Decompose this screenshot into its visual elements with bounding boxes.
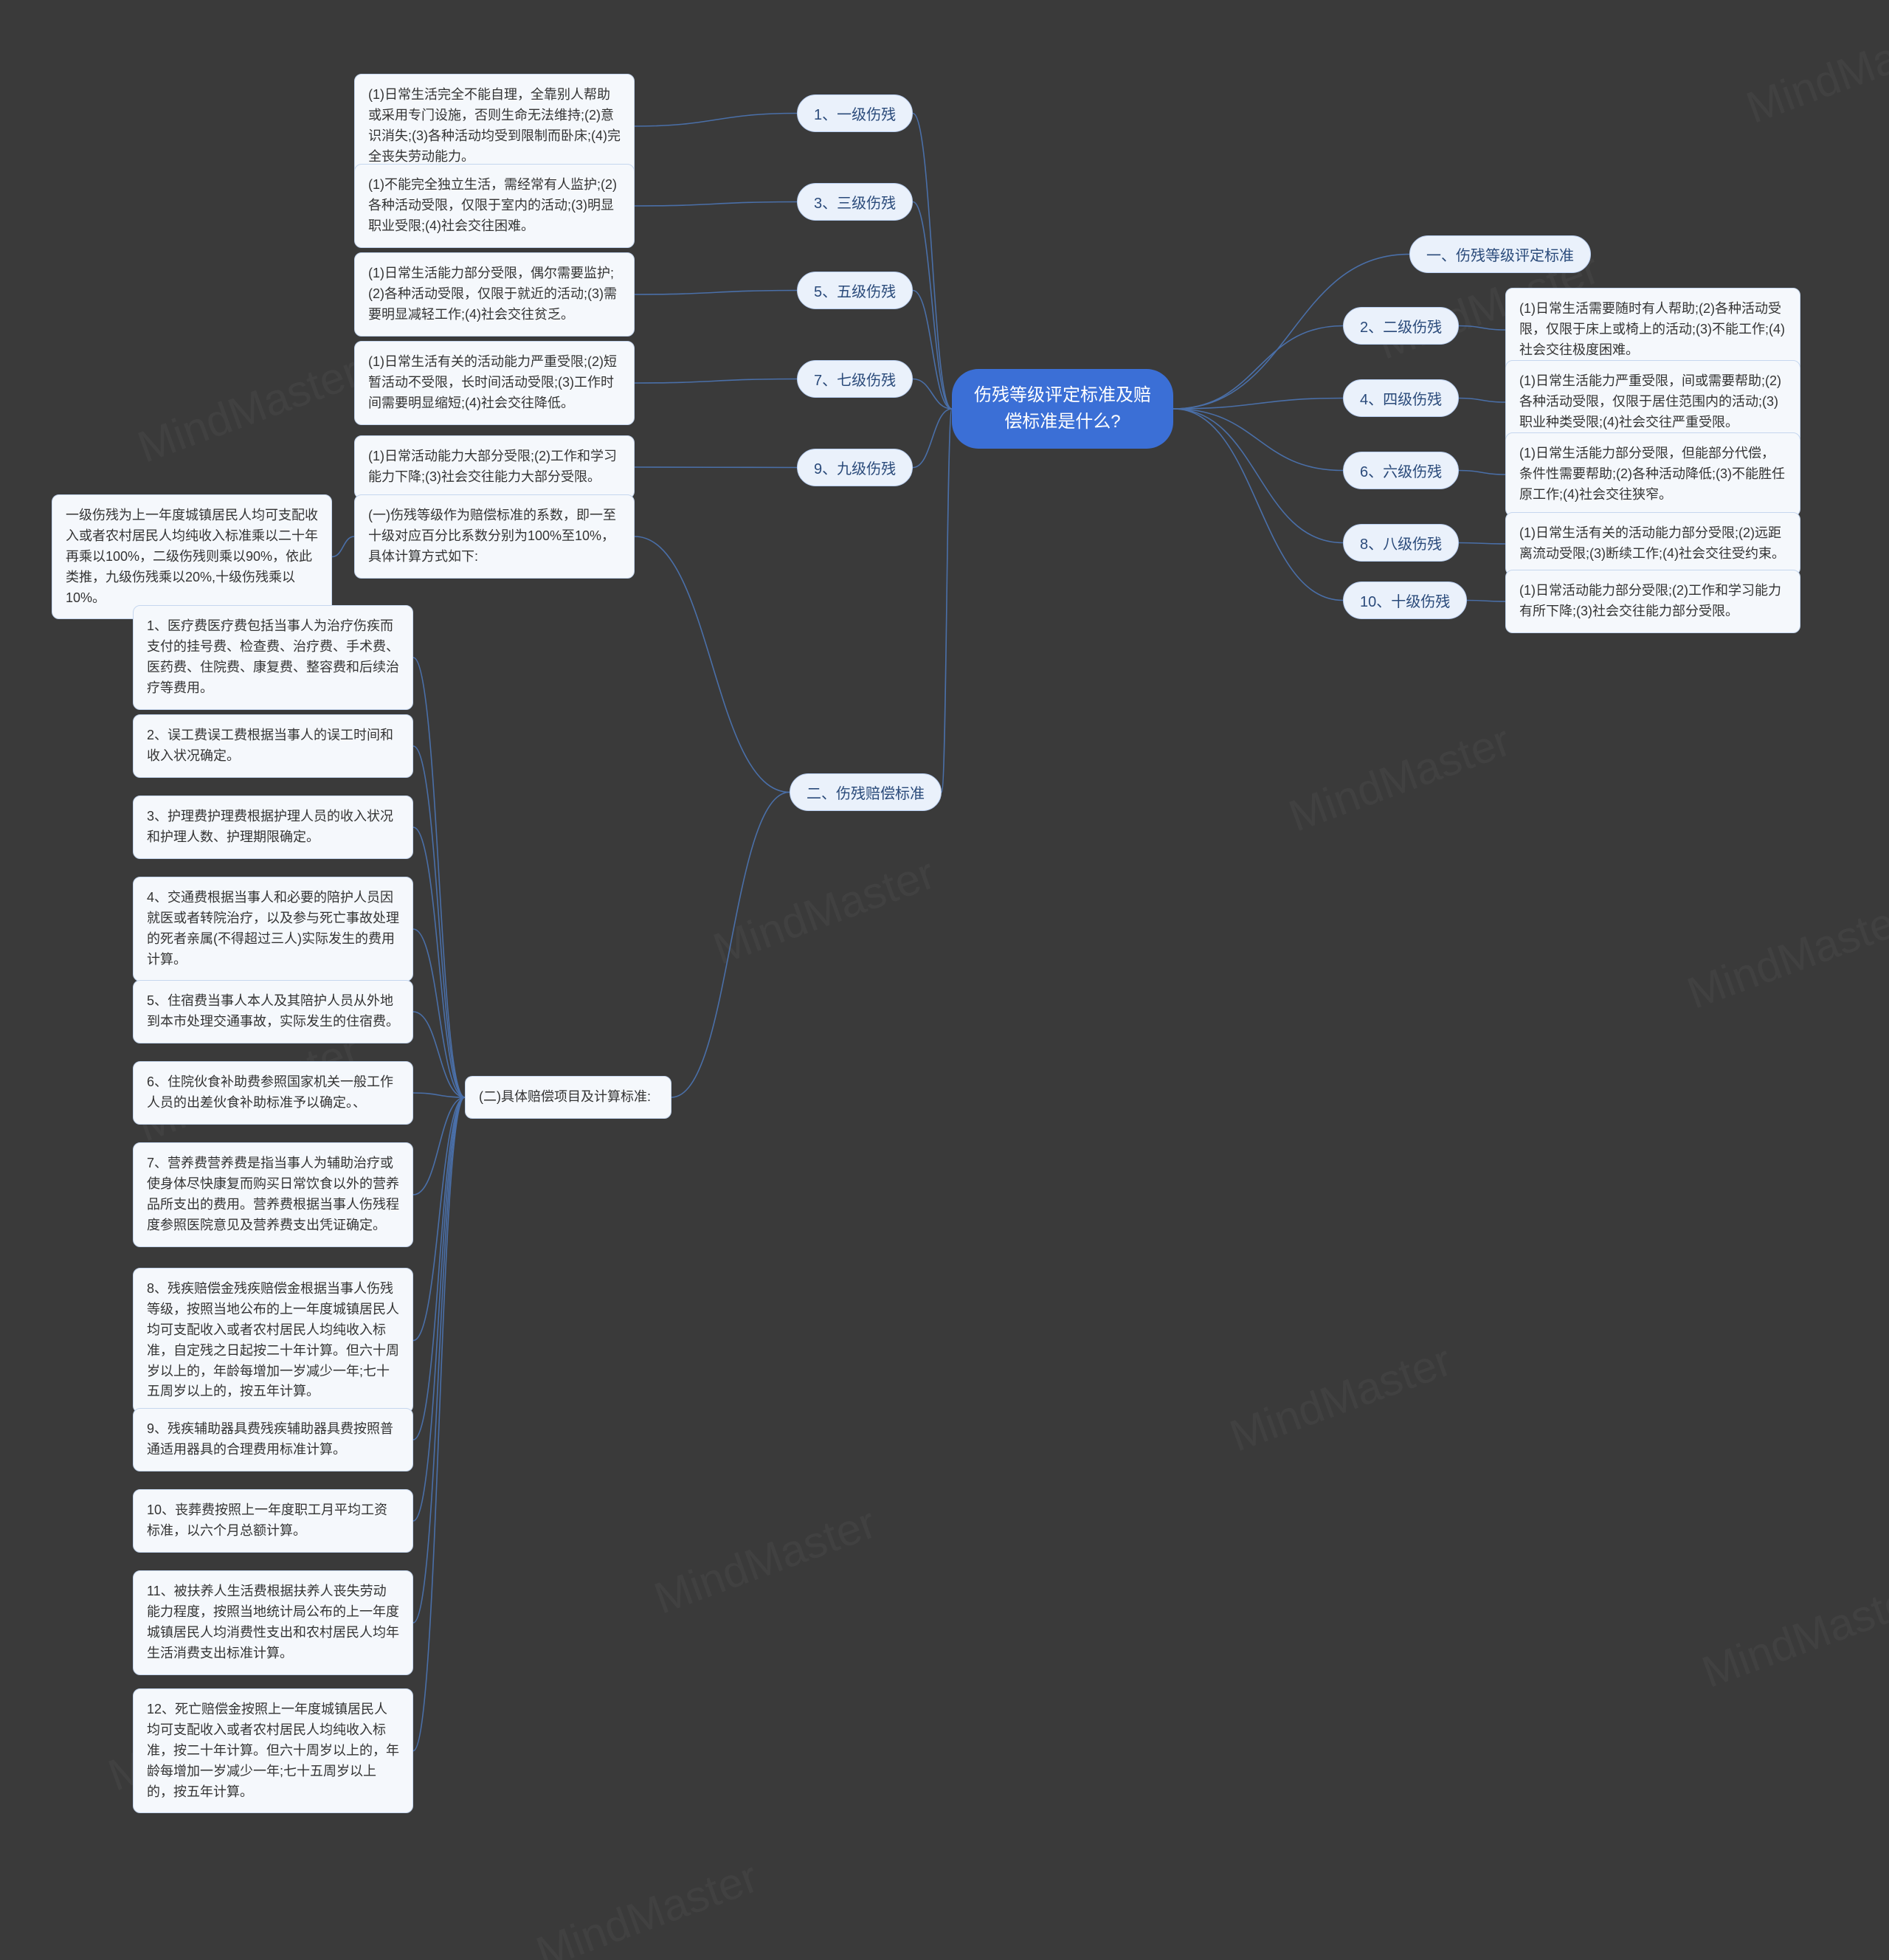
left-level-0: 1、一级伤残 <box>797 94 913 132</box>
edge <box>332 536 354 557</box>
edge <box>1459 398 1505 403</box>
watermark: MindMaster <box>1681 891 1889 1018</box>
edge <box>1467 601 1505 602</box>
left-level-desc-0: (1)日常生活完全不能自理，全靠别人帮助或采用专门设施，否则生命无法维持;(2)… <box>354 74 635 179</box>
left-level-3: 7、七级伤残 <box>797 360 913 398</box>
edge <box>1173 409 1343 543</box>
edge <box>413 1093 465 1097</box>
right-level-desc-2: (1)日常生活能力部分受限，但能部分代偿，条件性需要帮助;(2)各种活动降低;(… <box>1505 432 1800 517</box>
edge <box>635 114 797 127</box>
edge <box>413 1097 465 1751</box>
edge <box>635 536 790 793</box>
compensation-item-0: 1、医疗费医疗费包括当事人为治疗伤疾而支付的挂号费、检查费、治疗费、手术费、医药… <box>133 605 413 710</box>
right-level-1: 4、四级伤残 <box>1343 379 1459 417</box>
left-level-2: 5、五级伤残 <box>797 272 913 309</box>
compensation-item-2: 3、护理费护理费根据护理人员的收入状况和护理人数、护理期限确定。 <box>133 796 413 859</box>
watermark: MindMaster <box>707 847 942 974</box>
edge <box>413 1097 465 1195</box>
left-level-desc-3: (1)日常生活有关的活动能力严重受限;(2)短暂活动不受限，长时间活动受限;(3… <box>354 341 635 425</box>
edge <box>413 1012 465 1097</box>
edge <box>413 658 465 1097</box>
edge <box>635 202 797 207</box>
sub1-desc: 一级伤残为上一年度城镇居民人均可支配收入或者农村居民人均纯收入标准乘以二十年再乘… <box>52 494 332 619</box>
watermark: MindMaster <box>1696 1570 1889 1697</box>
edge <box>913 202 952 410</box>
edge <box>413 746 465 1097</box>
sub2-box: (二)具体赔偿项目及计算标准: <box>465 1076 671 1119</box>
compensation-item-5: 6、住院伙食补助费参照国家机关一般工作人员的出差伙食补助标准予以确定。、 <box>133 1061 413 1125</box>
compensation-item-1: 2、误工费误工费根据当事人的误工时间和收入状况确定。 <box>133 714 413 778</box>
left-level-desc-1: (1)不能完全独立生活，需经常有人监护;(2)各种活动受限，仅限于室内的活动;(… <box>354 164 635 248</box>
edge <box>671 793 790 1098</box>
edge <box>413 1097 465 1521</box>
left-level-4: 9、九级伤残 <box>797 449 913 486</box>
right-level-0: 2、二级伤残 <box>1343 307 1459 345</box>
compensation-item-3: 4、交通费根据当事人和必要的陪护人员因就医或者转院治疗，以及参与死亡事故处理的死… <box>133 877 413 981</box>
right-level-desc-3: (1)日常生活有关的活动能力部分受限;(2)远距离流动受限;(3)断续工作;(4… <box>1505 512 1800 576</box>
right-level-3: 8、八级伤残 <box>1343 524 1459 562</box>
edge <box>913 291 952 410</box>
edge <box>942 409 952 793</box>
edge <box>1173 326 1343 410</box>
edge <box>1459 543 1505 545</box>
watermark: MindMaster <box>648 1497 883 1623</box>
center-node: 伤残等级评定标准及赔偿标准是什么? <box>952 369 1173 449</box>
compensation-item-8: 9、残疾辅助器具费残疾辅助器具费按照普通适用器具的合理费用标准计算。 <box>133 1408 413 1471</box>
edge <box>635 291 797 295</box>
edge <box>913 114 952 410</box>
section-2-title: 二、伤残赔偿标准 <box>790 773 942 811</box>
watermark: MindMaster <box>1282 714 1517 841</box>
compensation-item-6: 7、营养费营养费是指当事人为辅助治疗或使身体尽快康复而购买日常饮食以外的营养品所… <box>133 1142 413 1247</box>
edge <box>635 379 797 384</box>
left-level-desc-2: (1)日常生活能力部分受限，偶尔需要监护;(2)各种活动受限，仅限于就近的活动;… <box>354 252 635 337</box>
edge <box>413 827 465 1097</box>
compensation-item-9: 10、丧葬费按照上一年度职工月平均工资标准，以六个月总额计算。 <box>133 1489 413 1553</box>
right-level-2: 6、六级伤残 <box>1343 452 1459 489</box>
edge <box>413 1097 465 1440</box>
edge <box>1459 471 1505 475</box>
left-level-desc-4: (1)日常活动能力大部分受限;(2)工作和学习能力下降;(3)社会交往能力大部分… <box>354 435 635 499</box>
edge <box>413 929 465 1097</box>
edge <box>913 379 952 410</box>
edge <box>1173 398 1343 410</box>
edge <box>913 409 952 468</box>
watermark: MindMaster <box>1740 6 1889 133</box>
edge <box>635 467 797 468</box>
right-level-desc-0: (1)日常生活需要随时有人帮助;(2)各种活动受限，仅限于床上或椅上的活动;(3… <box>1505 288 1800 372</box>
compensation-item-10: 11、被扶养人生活费根据扶养人丧失劳动能力程度，按照当地统计局公布的上一年度城镇… <box>133 1570 413 1675</box>
edge <box>1173 409 1343 471</box>
section-1-title: 一、伤残等级评定标准 <box>1409 235 1591 273</box>
edge <box>413 1097 465 1341</box>
watermark: MindMaster <box>131 345 366 472</box>
edge <box>1459 326 1505 331</box>
compensation-item-11: 12、死亡赔偿金按照上一年度城镇居民人均可支配收入或者农村居民人均纯收入标准，按… <box>133 1688 413 1813</box>
watermark: MindMaster <box>1223 1334 1458 1461</box>
compensation-item-7: 8、残疾赔偿金残疾赔偿金根据当事人伤残等级，按照当地公布的上一年度城镇居民人均可… <box>133 1268 413 1413</box>
right-level-desc-4: (1)日常活动能力部分受限;(2)工作和学习能力有所下降;(3)社会交往能力部分… <box>1505 570 1800 633</box>
sub1-box: (一)伤残等级作为赔偿标准的系数，即一至十级对应百分比系数分别为100%至10%… <box>354 494 635 579</box>
left-level-1: 3、三级伤残 <box>797 183 913 221</box>
watermark: MindMaster <box>530 1851 764 1960</box>
right-level-desc-1: (1)日常生活能力严重受限，间或需要帮助;(2)各种活动受限，仅限于居住范围内的… <box>1505 360 1800 444</box>
edge <box>1173 409 1343 601</box>
edge <box>413 1097 465 1623</box>
right-level-4: 10、十级伤残 <box>1343 582 1467 619</box>
compensation-item-4: 5、住宿费当事人本人及其陪护人员从外地到本市处理交通事故，实际发生的住宿费。 <box>133 980 413 1043</box>
